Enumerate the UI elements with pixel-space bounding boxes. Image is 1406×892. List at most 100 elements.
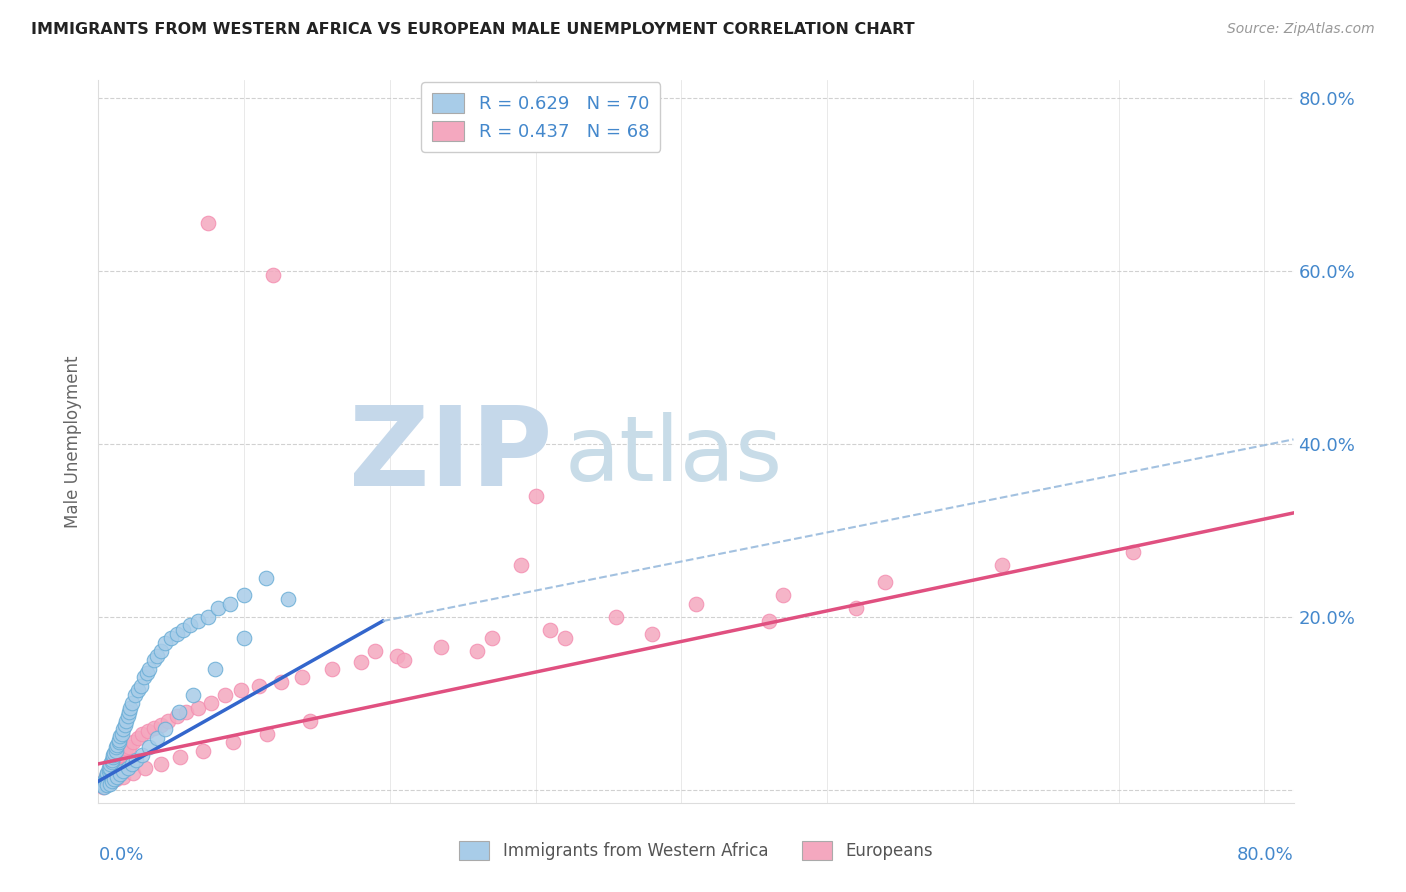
Point: [100, 752, 122, 766]
Point: [98, 777, 121, 791]
Point: [97, 761, 120, 775]
Point: [98, 761, 121, 775]
Point: [91, 776, 114, 790]
Point: [105, 738, 128, 752]
Point: [90, 779, 112, 793]
Point: [155, 636, 177, 650]
Point: [136, 723, 159, 738]
Point: [166, 709, 188, 723]
Point: [96, 767, 118, 781]
Point: [93, 774, 115, 789]
Point: [538, 623, 561, 637]
Point: [197, 609, 219, 624]
Point: [96, 779, 118, 793]
Point: [127, 731, 149, 745]
Point: [142, 721, 165, 735]
Point: [231, 683, 253, 698]
Point: [118, 705, 141, 719]
Point: [93, 780, 115, 795]
Point: [131, 748, 153, 763]
Point: [214, 688, 236, 702]
Point: [127, 683, 149, 698]
Point: [197, 216, 219, 230]
Point: [94, 770, 117, 784]
Point: [510, 558, 533, 572]
Point: [125, 752, 148, 766]
Point: [160, 632, 183, 646]
Point: [115, 714, 138, 728]
Point: [100, 758, 122, 772]
Point: [166, 627, 188, 641]
Point: [96, 765, 118, 780]
Point: [121, 696, 143, 710]
Point: [270, 674, 292, 689]
Point: [91, 780, 114, 795]
Point: [875, 575, 897, 590]
Point: [131, 726, 153, 740]
Point: [277, 592, 299, 607]
Point: [118, 739, 141, 754]
Point: [111, 726, 134, 740]
Point: [193, 744, 215, 758]
Point: [101, 756, 124, 771]
Point: [758, 614, 780, 628]
Point: [98, 776, 121, 790]
Point: [108, 732, 131, 747]
Point: [132, 670, 155, 684]
Point: [112, 764, 135, 778]
Text: Source: ZipAtlas.com: Source: ZipAtlas.com: [1227, 22, 1375, 37]
Point: [430, 640, 453, 654]
Point: [103, 755, 125, 769]
Point: [218, 597, 240, 611]
Point: [105, 770, 128, 784]
Point: [350, 655, 373, 669]
Point: [221, 735, 243, 749]
Y-axis label: Male Unemployment: Male Unemployment: [65, 355, 83, 528]
Point: [94, 779, 117, 793]
Point: [103, 772, 125, 787]
Point: [104, 772, 127, 787]
Point: [110, 729, 132, 743]
Point: [104, 739, 127, 754]
Point: [117, 709, 139, 723]
Text: atlas: atlas: [565, 412, 783, 500]
Point: [233, 588, 256, 602]
Point: [481, 632, 503, 646]
Point: [179, 618, 201, 632]
Point: [114, 718, 136, 732]
Point: [174, 705, 197, 719]
Point: [605, 609, 627, 624]
Point: [122, 765, 145, 780]
Point: [262, 268, 284, 282]
Point: [90, 779, 112, 793]
Point: [129, 679, 152, 693]
Point: [110, 748, 132, 763]
Point: [254, 571, 277, 585]
Point: [112, 723, 135, 737]
Point: [122, 735, 145, 749]
Point: [142, 653, 165, 667]
Point: [394, 653, 416, 667]
Point: [145, 648, 167, 663]
Point: [524, 489, 547, 503]
Point: [207, 601, 229, 615]
Point: [97, 764, 120, 778]
Point: [135, 665, 157, 680]
Point: [845, 601, 868, 615]
Point: [167, 705, 190, 719]
Point: [104, 744, 127, 758]
Point: [1122, 545, 1144, 559]
Point: [100, 774, 122, 789]
Point: [100, 755, 122, 769]
Point: [103, 747, 125, 761]
Point: [172, 623, 194, 637]
Point: [233, 632, 256, 646]
Point: [98, 761, 121, 775]
Point: [91, 776, 114, 790]
Point: [101, 750, 124, 764]
Point: [772, 588, 794, 602]
Point: [117, 761, 139, 775]
Point: [101, 748, 124, 763]
Point: [298, 714, 321, 728]
Point: [155, 723, 177, 737]
